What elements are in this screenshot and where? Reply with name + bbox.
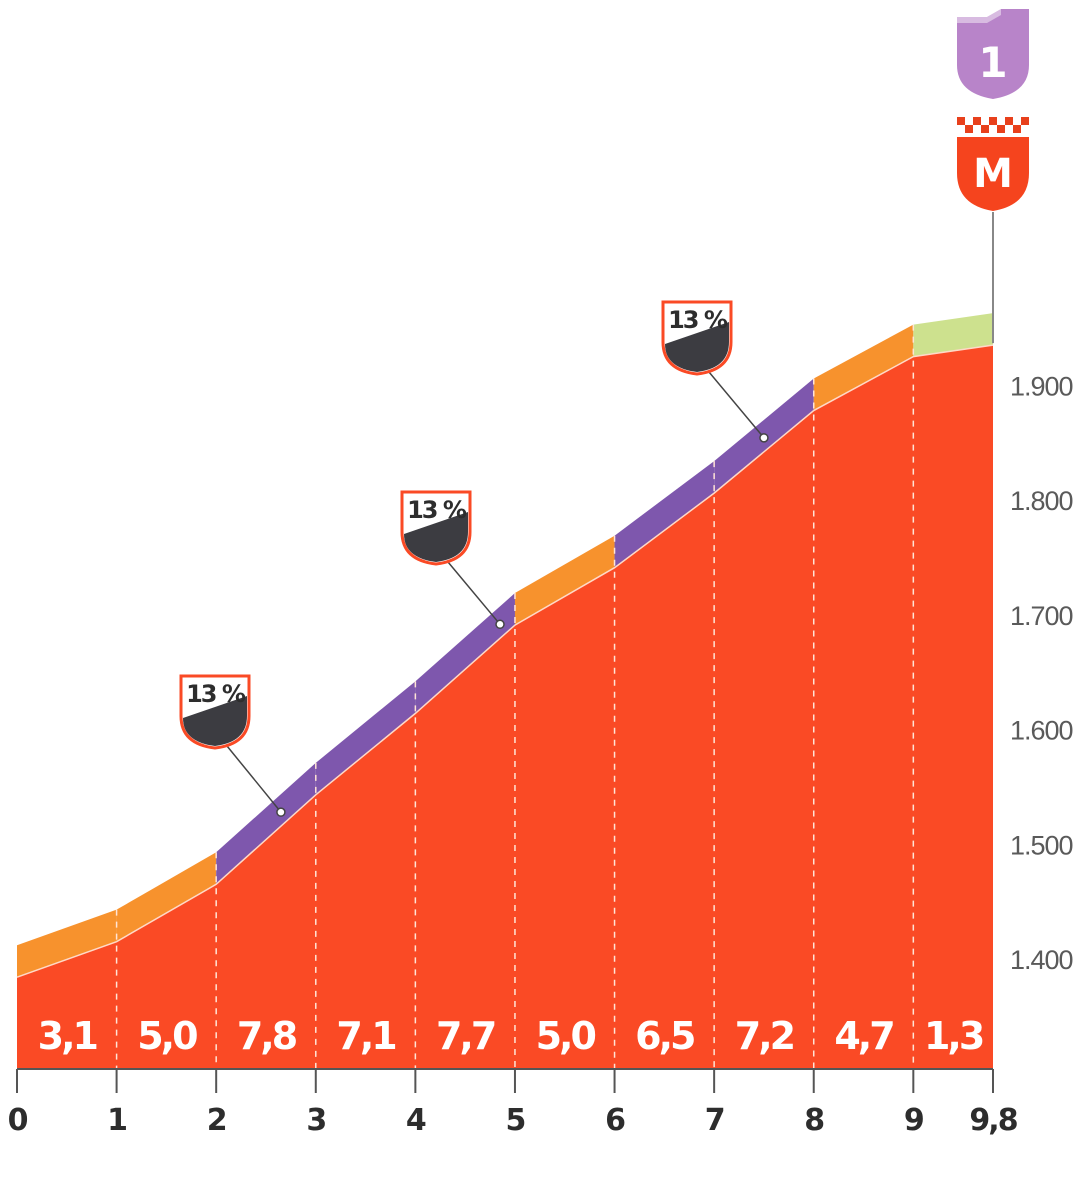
gradient-badge-icon: 13 %: [179, 674, 251, 750]
climb-category-icon: 1: [957, 9, 1029, 99]
x-tick-label: 4: [406, 1103, 426, 1138]
gradient-badge-label: 13 %: [186, 680, 246, 708]
y-tick-label: 1.700: [1010, 601, 1073, 631]
finish-label: M: [973, 151, 1013, 197]
x-tick-label: 3: [306, 1103, 325, 1138]
y-tick-label: 1.600: [1010, 716, 1073, 746]
checker-square: [1021, 117, 1029, 125]
checker-square: [997, 125, 1005, 133]
x-tick-label: 5: [506, 1103, 525, 1138]
gradient-badge-icon: 13 %: [661, 300, 733, 376]
annotation-leader: [447, 561, 501, 625]
segment-gradient-label: 7,1: [336, 1014, 395, 1058]
x-tick-label: 7: [705, 1103, 724, 1138]
checker-square: [965, 125, 973, 133]
annotation-point: [495, 619, 505, 630]
x-tick-label: 1: [107, 1103, 126, 1138]
checker-square: [957, 117, 965, 125]
gradient-badge-icon: 13 %: [400, 490, 472, 566]
gradient-band: [813, 324, 914, 411]
gradient-band: [514, 535, 615, 626]
checker-square: [989, 117, 997, 125]
segment-gradient-label: 6,5: [635, 1014, 694, 1058]
x-tick-label: 9: [904, 1103, 923, 1138]
annotation-point: [276, 807, 286, 817]
gradient-badge-label: 13 %: [668, 306, 728, 334]
checker-square: [981, 125, 989, 133]
segment-gradient-label: 5,0: [536, 1014, 596, 1058]
gradient-badge-label: 13 %: [407, 496, 467, 524]
x-axis: 0 1 2 3 4 5 6 7 8 9 9,8: [8, 1068, 1020, 1138]
summit-finish-icon: M: [957, 117, 1029, 211]
gradient-band: [614, 461, 715, 568]
gradient-band: [315, 681, 416, 795]
segment-gradient-label: 1,3: [924, 1014, 983, 1058]
gradient-band: [913, 313, 993, 357]
gradient-bands: [17, 313, 993, 978]
profile-fill: [17, 345, 993, 1070]
segment-gradient-label: 7,7: [436, 1014, 495, 1058]
y-tick-label: 1.500: [1010, 830, 1073, 860]
segment-gradient-label: 7,8: [237, 1014, 297, 1058]
checker-square: [1005, 117, 1013, 125]
checker-square: [973, 117, 981, 125]
gradient-band: [116, 852, 217, 942]
y-tick-label: 1.800: [1010, 486, 1073, 516]
y-tick-label: 1.900: [1010, 371, 1073, 401]
checker-square: [1013, 125, 1021, 133]
segment-gradient-label: 4,7: [834, 1014, 893, 1058]
annotation-leader: [708, 371, 765, 439]
x-tick-label: 0: [8, 1103, 28, 1138]
gradient-band: [415, 593, 515, 714]
y-axis: 1.400 1.500 1.600 1.700 1.800 1.900: [1010, 371, 1074, 975]
summit-markers: 1 M: [957, 9, 1029, 344]
segment-gradient-label: 7,2: [735, 1014, 794, 1058]
annotation-point: [759, 433, 769, 443]
km-dividers: [115, 324, 915, 1069]
x-tick-label: 8: [804, 1103, 824, 1138]
segment-gradient-labels: 3,1 5,0 7,8 7,1 7,7 5,0 6,5 7,2 4,7 1,3: [38, 1014, 986, 1058]
category-label: 1: [978, 38, 1007, 87]
y-tick-label: 1.400: [1010, 945, 1073, 975]
annotation-leader: [226, 745, 282, 813]
segment-gradient-label: 3,1: [38, 1014, 97, 1058]
segment-gradient-label: 5,0: [137, 1014, 197, 1058]
profile-line: [16, 344, 994, 978]
x-tick-label: 2: [207, 1103, 226, 1138]
gradient-band: [216, 762, 316, 885]
gradient-annotations: 13 % 13 % 13 %: [179, 300, 769, 817]
profile-area: [16, 344, 994, 1070]
x-tick-label: 6: [605, 1103, 625, 1138]
x-tick-label: 9,8: [969, 1103, 1017, 1138]
gradient-band: [17, 909, 117, 978]
